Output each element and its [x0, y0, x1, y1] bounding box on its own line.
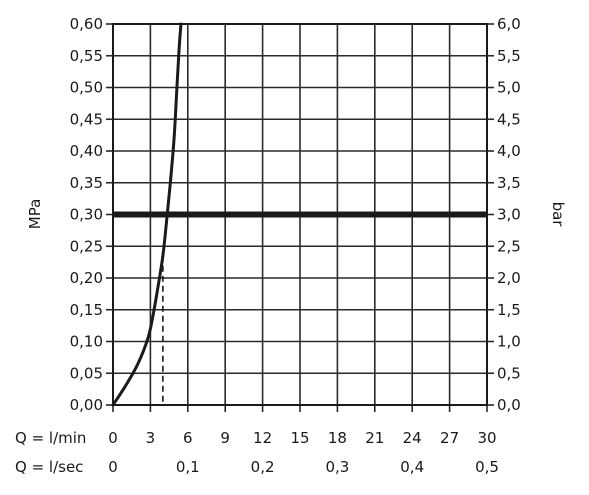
right-tick-label: 1,0 — [497, 333, 521, 351]
x-tick-label-lmin: 24 — [403, 429, 422, 447]
x-tick-label-lmin: 15 — [290, 429, 309, 447]
x-tick-label-lsec: 0,3 — [325, 458, 349, 476]
right-tick-label: 0,5 — [497, 364, 521, 382]
x-tick-label-lsec: 0,5 — [475, 458, 499, 476]
right-tick-label: 6,0 — [497, 15, 521, 33]
right-tick-label: 5,5 — [497, 47, 521, 65]
left-tick-label: 0,50 — [70, 79, 103, 97]
left-axis-title: MPa — [26, 199, 44, 230]
right-axis-title: bar — [549, 202, 567, 228]
right-tick-label: 4,0 — [497, 142, 521, 160]
x-tick-label-lmin: 9 — [220, 429, 230, 447]
left-tick-label: 0,05 — [70, 364, 103, 382]
right-tick-label: 5,0 — [497, 79, 521, 97]
right-tick-label: 2,5 — [497, 237, 521, 255]
x-tick-label-lmin: 6 — [183, 429, 193, 447]
x-row-label-lsec: Q = l/sec — [15, 458, 83, 476]
right-tick-label: 0,0 — [497, 396, 521, 414]
x-tick-label-lmin: 30 — [477, 429, 496, 447]
left-tick-label: 0,55 — [70, 47, 103, 65]
x-tick-label-lmin: 0 — [108, 429, 118, 447]
left-tick-label: 0,30 — [70, 206, 103, 224]
x-tick-label-lmin: 27 — [440, 429, 459, 447]
x-tick-label-lmin: 18 — [328, 429, 347, 447]
x-tick-label-lmin: 3 — [146, 429, 156, 447]
left-tick-label: 0,40 — [70, 142, 103, 160]
left-tick-label: 0,25 — [70, 237, 103, 255]
x-row-label-lmin: Q = l/min — [15, 429, 86, 447]
tick-labels: 0 3 6 9 12 15 18 21 24 27 30 0 0,1 0,2 0,3 0,4 0,5 0,00 0,… — [70, 15, 521, 476]
right-tick-label: 3,0 — [497, 206, 521, 224]
plot-border — [112, 23, 488, 406]
x-tick-label-lmin: 12 — [253, 429, 272, 447]
left-tick-label: 0,00 — [70, 396, 103, 414]
x-tick-label-lsec: 0 — [108, 458, 118, 476]
x-tick-label-lmin: 21 — [365, 429, 384, 447]
grid — [106, 23, 494, 412]
plot-frame — [112, 23, 488, 406]
right-tick-label: 3,5 — [497, 174, 521, 192]
series-layer — [111, 22, 183, 407]
pressure-flow-curve — [111, 22, 183, 407]
left-tick-label: 0,45 — [70, 110, 103, 128]
left-tick-label: 0,15 — [70, 301, 103, 319]
x-tick-label-lsec: 0,1 — [176, 458, 200, 476]
x-tick-label-lsec: 0,4 — [400, 458, 424, 476]
x-tick-label-lsec: 0,2 — [251, 458, 275, 476]
right-tick-label: 4,5 — [497, 110, 521, 128]
left-tick-label: 0,35 — [70, 174, 103, 192]
left-tick-label: 0,60 — [70, 15, 103, 33]
right-tick-label: 1,5 — [497, 301, 521, 319]
left-tick-label: 0,20 — [70, 269, 103, 287]
right-tick-label: 2,0 — [497, 269, 521, 287]
left-tick-label: 0,10 — [70, 333, 103, 351]
